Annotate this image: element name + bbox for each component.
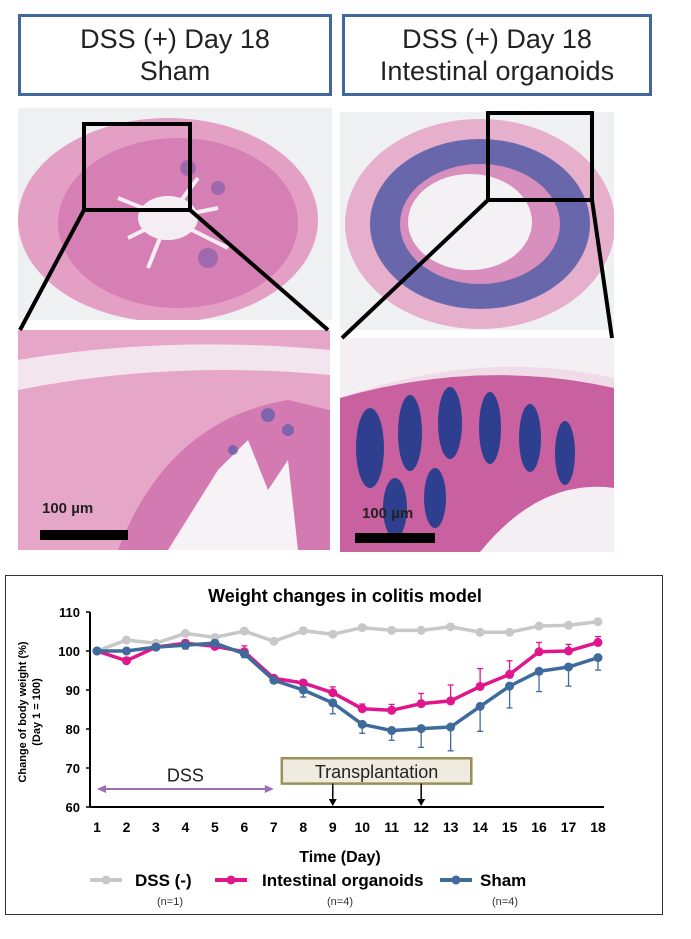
chart-frame xyxy=(5,575,663,915)
organoids-label-line2: Intestinal organoids xyxy=(379,56,615,86)
zoom-indicators xyxy=(18,111,614,340)
sham-label-line2: Sham xyxy=(139,56,211,86)
organoids-histology-zoom xyxy=(340,338,614,552)
sham-histology-zoom xyxy=(18,330,330,550)
organoids-scale-bar xyxy=(355,533,435,543)
sham-zoom-box xyxy=(82,122,192,212)
organoids-panel-label: DSS (+) Day 18 Intestinal organoids xyxy=(342,14,652,96)
sham-panel-label: DSS (+) Day 18 Sham xyxy=(18,14,332,96)
organoids-zoom-box xyxy=(486,111,594,202)
sham-histology-overview xyxy=(18,108,332,320)
organoids-scale-label: 100 µm xyxy=(362,505,414,522)
sham-label-line1: DSS (+) Day 18 xyxy=(80,24,270,54)
sham-scale-label: 100 µm xyxy=(42,500,94,517)
organoids-label-line1: DSS (+) Day 18 xyxy=(402,24,592,54)
sham-scale-bar xyxy=(40,530,128,540)
